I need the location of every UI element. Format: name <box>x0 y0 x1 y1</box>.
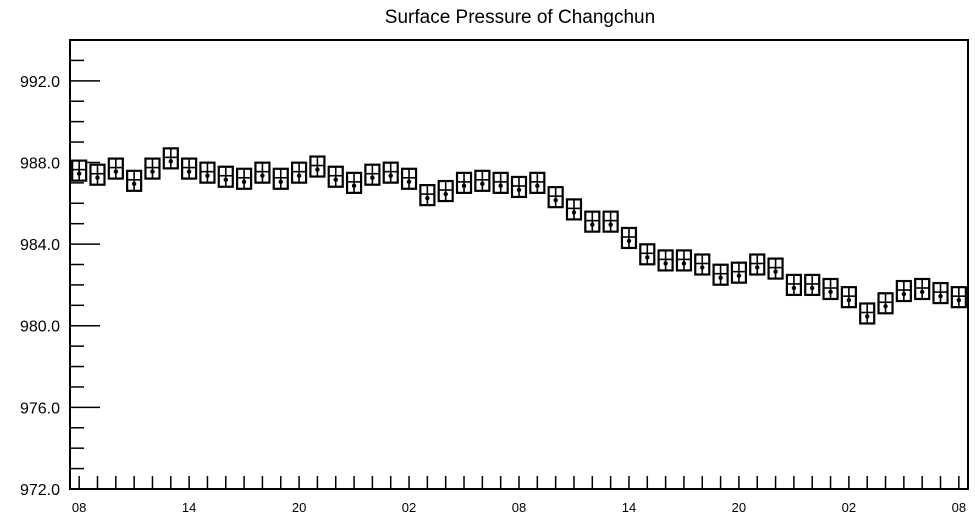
data-points <box>71 147 967 325</box>
data-point <box>492 171 509 194</box>
data-point <box>712 263 729 286</box>
data-point <box>144 157 161 180</box>
data-point <box>895 279 912 303</box>
data-point <box>419 184 436 207</box>
y-tick-label: 984.0 <box>20 237 60 254</box>
data-point <box>272 167 289 190</box>
data-point <box>602 210 619 233</box>
data-point <box>657 249 674 272</box>
x-tick-label: 14 <box>622 500 636 515</box>
chart-title: Surface Pressure of Changchun <box>385 7 655 28</box>
data-point <box>364 163 381 186</box>
data-point <box>730 261 748 284</box>
y-tick-label: 972.0 <box>20 482 60 499</box>
plot-frame <box>69 39 969 490</box>
y-tick-label: 988.0 <box>20 155 60 172</box>
data-point <box>437 179 454 203</box>
data-point <box>840 286 857 309</box>
data-point <box>859 302 876 325</box>
data-point <box>217 165 234 188</box>
x-tick-label: 08 <box>72 500 86 515</box>
data-point <box>89 163 106 186</box>
data-point <box>932 281 949 305</box>
y-tick-label: 980.0 <box>20 319 60 336</box>
data-point <box>620 226 638 250</box>
data-point <box>254 161 271 184</box>
data-point <box>107 157 124 180</box>
x-axis: 08 14 20 02 08 14 20 02 08 <box>72 476 966 515</box>
data-point <box>877 292 894 315</box>
data-point <box>236 167 253 190</box>
data-point <box>455 171 473 194</box>
x-tick-label: 02 <box>402 500 416 515</box>
data-point <box>345 171 363 194</box>
data-point <box>584 210 601 233</box>
data-point <box>71 159 88 182</box>
data-point <box>822 277 839 301</box>
data-point <box>950 286 967 309</box>
y-tick-label: 992.0 <box>20 74 60 91</box>
data-point <box>382 161 399 184</box>
data-point <box>785 273 802 297</box>
x-tick-label: 14 <box>182 500 196 515</box>
data-point <box>639 243 656 266</box>
x-tick-label: 02 <box>842 500 856 515</box>
data-point <box>510 175 528 199</box>
data-point <box>290 161 308 184</box>
data-point <box>914 277 931 301</box>
data-point <box>529 171 546 194</box>
data-point <box>675 249 693 272</box>
data-point <box>181 157 198 180</box>
x-tick-label: 20 <box>292 500 306 515</box>
x-tick-label: 08 <box>952 500 966 515</box>
data-point <box>767 257 784 280</box>
data-point <box>309 155 326 178</box>
y-axis: 972.0 976.0 980.0 984.0 988.0 992.0 <box>20 39 100 499</box>
data-point <box>804 273 821 297</box>
data-point <box>199 161 216 184</box>
data-point <box>547 186 564 209</box>
data-point <box>474 169 491 192</box>
data-point <box>327 165 344 188</box>
data-point <box>162 147 179 170</box>
x-tick-label: 20 <box>732 500 746 515</box>
data-point <box>565 198 583 221</box>
x-tick-label: 08 <box>512 500 526 515</box>
data-point <box>749 253 766 276</box>
data-point <box>126 169 143 192</box>
y-tick-label: 976.0 <box>20 400 60 417</box>
data-point <box>694 253 711 276</box>
data-point <box>400 167 418 190</box>
